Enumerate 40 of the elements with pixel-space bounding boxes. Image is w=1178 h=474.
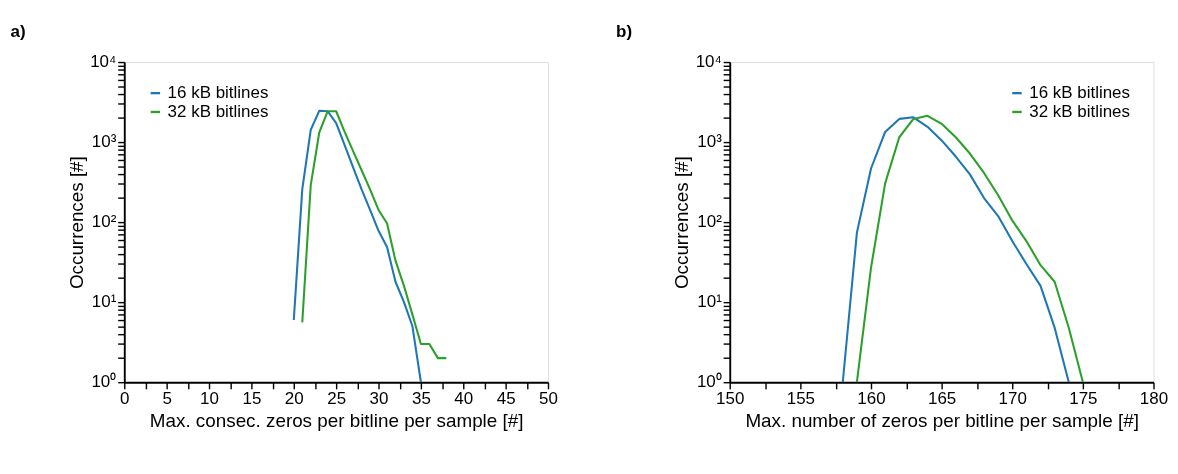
x-tick-label: 35 [411,389,431,409]
legend-label: 32 kB bitlines [1029,101,1130,121]
x-tick-label: 0 [120,389,130,409]
x-tick-label: 40 [454,389,474,409]
y-tick-label: 10¹ [91,292,117,312]
y-tick-label: 10² [91,212,117,232]
x-tick-label: 150 [716,389,745,409]
y-tick-label: 10² [697,212,723,232]
x-tick-label: 165 [927,389,957,409]
y-tick-label: 10¹ [697,292,723,312]
x-tick-label: 175 [1069,389,1098,409]
x-axis-title: Max. number of zeros per bitline per sample [#] [745,409,1139,431]
y-tick-label: 10⁰ [91,372,117,392]
x-tick-label: 170 [998,389,1027,409]
y-tick-label: 10⁴ [90,52,117,72]
y-axis-title: Occurrences [#] [671,156,693,290]
x-tick-label: 5 [162,389,172,409]
x-tick-label: 50 [539,389,558,409]
y-tick-label: 10⁰ [696,372,722,392]
y-tick-label: 10³ [697,132,723,152]
x-tick-label: 180 [1139,389,1169,409]
y-axis-title: Occurrences [#] [65,156,87,290]
line-series [301,110,448,360]
x-tick-label: 30 [369,389,389,409]
y-tick-label: 10³ [91,132,117,152]
chart-title: a) [10,21,26,41]
x-axis-title: Max. consec. zeros per bitline per sample [#] [149,409,524,431]
x-tick-label: 20 [284,389,304,409]
x-tick-label: 25 [327,389,347,409]
legend-label: 16 kB bitlines [167,82,269,102]
x-tick-label: 155 [786,389,815,409]
x-tick-label: 160 [857,389,886,409]
x-tick-label: 15 [242,389,262,409]
chart-title: b) [616,21,633,41]
legend-label: 32 kB bitlines [167,101,269,121]
legend-label: 16 kB bitlines [1029,82,1130,102]
y-tick-label: 10⁴ [695,52,722,72]
line-series [292,109,422,383]
x-tick-label: 45 [496,389,516,409]
x-tick-label: 10 [200,389,219,409]
